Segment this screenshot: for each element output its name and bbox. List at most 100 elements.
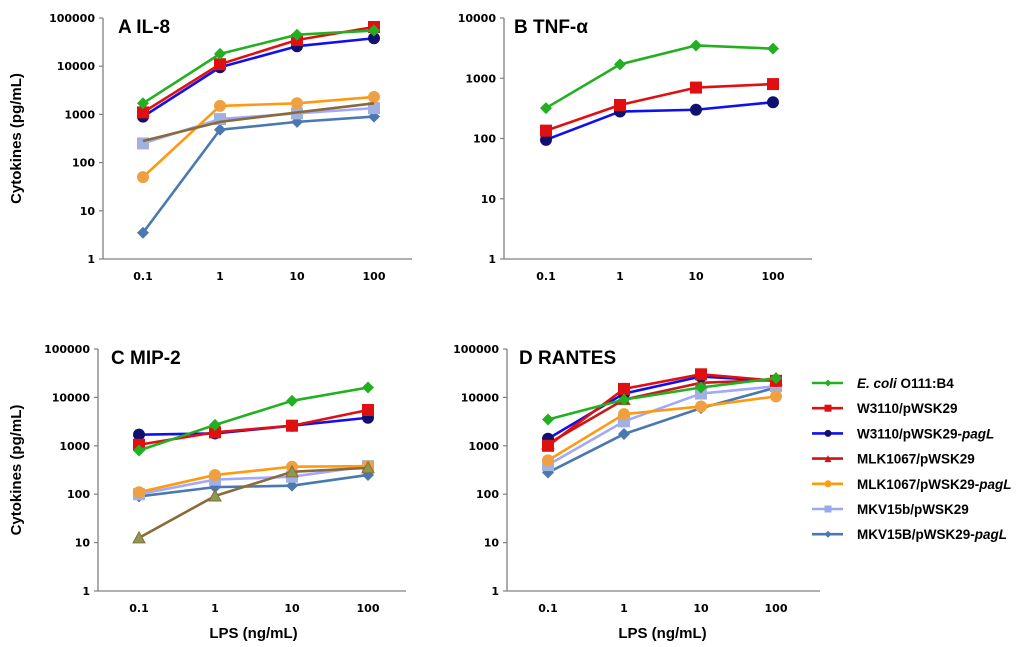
series-mkv15b-pwsk29-pagl bbox=[542, 381, 782, 479]
data-point bbox=[137, 106, 149, 119]
data-point bbox=[214, 123, 226, 136]
data-point bbox=[767, 96, 779, 109]
y-tick-label: 10 bbox=[484, 537, 500, 550]
data-point bbox=[214, 47, 226, 60]
data-point bbox=[133, 428, 145, 441]
panel-C: 1 10 100 1000 10000 100000 0.1 1 10 100 C MIP-2 Cyt… bbox=[8, 343, 406, 642]
x-tick-label: 100 bbox=[765, 602, 788, 615]
x-tick-label: 1 bbox=[620, 602, 628, 615]
legend-marker-square bbox=[824, 404, 832, 412]
x-tick-label: 10 bbox=[688, 270, 704, 283]
data-point bbox=[362, 381, 374, 394]
series-mlk1067-pwsk29 bbox=[132, 460, 375, 544]
series-line bbox=[545, 82, 774, 132]
series-line bbox=[138, 386, 369, 452]
series-line bbox=[547, 373, 777, 447]
panel-B: 1 10 100 1000 10000 0.1 1 10 100 B TNF-α bbox=[458, 12, 812, 283]
x-tick-label: 1 bbox=[211, 602, 219, 615]
series-line bbox=[138, 464, 369, 494]
panel-D: 1 10 100 1000 10000 100000 0.1 1 10 100 D RANTES LP… bbox=[453, 343, 820, 642]
legend-label: MLK1067/pWSK29 bbox=[857, 452, 975, 467]
series-e-coli-o111-b4 bbox=[540, 39, 779, 115]
x-tick-label: 0.1 bbox=[536, 270, 556, 283]
data-point bbox=[690, 81, 702, 94]
data-point bbox=[208, 488, 222, 502]
legend-item: MLK1067/pWSK29-pagL bbox=[812, 477, 1012, 492]
x-tick-label: 1 bbox=[616, 270, 624, 283]
data-point bbox=[132, 530, 146, 544]
y-tick-label: 1000 bbox=[64, 108, 95, 121]
y-tick-label: 10 bbox=[75, 537, 91, 550]
data-point bbox=[618, 393, 630, 406]
x-tick-label: 0.1 bbox=[538, 602, 558, 615]
data-point bbox=[770, 390, 782, 403]
data-point bbox=[767, 78, 779, 91]
series-line bbox=[547, 378, 777, 445]
series-line bbox=[547, 384, 777, 467]
y-tick-label: 10 bbox=[481, 193, 497, 206]
series-line bbox=[138, 464, 369, 496]
y-tick-label: 10000 bbox=[458, 12, 497, 25]
data-point bbox=[770, 372, 782, 385]
data-point bbox=[695, 400, 707, 413]
series-line bbox=[142, 95, 375, 179]
series-line bbox=[547, 376, 777, 421]
legend-marker-diamond bbox=[824, 379, 832, 387]
data-point bbox=[137, 171, 149, 184]
series-line bbox=[142, 102, 375, 143]
data-point bbox=[540, 102, 552, 115]
data-point bbox=[209, 426, 221, 439]
data-point bbox=[542, 439, 554, 452]
y-tick-label: 1000 bbox=[468, 440, 499, 453]
legend-marker-triangle bbox=[824, 455, 832, 463]
series-line bbox=[141, 115, 375, 234]
y-tick-label: 100000 bbox=[49, 12, 95, 25]
data-point bbox=[695, 368, 707, 381]
series-e-coli-o111-b4 bbox=[542, 372, 782, 426]
y-tick-label: 10000 bbox=[57, 60, 96, 73]
legend-label: W3110/pWSK29 bbox=[857, 401, 958, 416]
data-point bbox=[209, 468, 221, 481]
series-mkv15b-pwsk29-pagl bbox=[137, 110, 380, 239]
data-point bbox=[133, 486, 145, 499]
legend-marker-diamond bbox=[824, 530, 832, 538]
data-point bbox=[368, 102, 380, 115]
data-point bbox=[618, 428, 630, 441]
data-point bbox=[767, 42, 779, 55]
series-mlk1067-pwsk29 bbox=[142, 102, 375, 143]
legend-item: E. coli O111:B4 bbox=[812, 376, 954, 391]
data-point bbox=[291, 97, 303, 110]
legend-item: MKV15b/pWSK29 bbox=[812, 502, 969, 517]
series-w3110-pwsk29-pagl bbox=[137, 32, 380, 123]
data-point bbox=[214, 99, 226, 112]
x-tick-label: 100 bbox=[357, 602, 380, 615]
legend-marker-circle bbox=[824, 480, 832, 488]
y-tick-label: 100000 bbox=[44, 343, 90, 356]
legend-label: MKV15b/pWSK29 bbox=[857, 502, 969, 517]
x-tick-label: 0.1 bbox=[133, 270, 153, 283]
x-tick-label: 10 bbox=[284, 602, 300, 615]
series-line bbox=[545, 100, 774, 142]
y-tick-label: 10000 bbox=[52, 391, 91, 404]
data-point bbox=[618, 408, 630, 421]
legend-item: MLK1067/pWSK29 bbox=[812, 452, 975, 467]
data-point bbox=[690, 103, 702, 116]
data-point bbox=[614, 98, 626, 111]
data-point bbox=[618, 382, 630, 395]
data-point bbox=[695, 387, 707, 400]
y-tick-label: 1 bbox=[488, 253, 496, 266]
data-point bbox=[614, 58, 626, 71]
y-tick-label: 1000 bbox=[59, 440, 90, 453]
data-point bbox=[361, 460, 375, 474]
panel-title: A IL-8 bbox=[118, 17, 170, 38]
data-point bbox=[362, 403, 374, 416]
series-e-coli-o111-b4 bbox=[137, 24, 380, 110]
data-point bbox=[214, 58, 226, 71]
legend-label: MLK1067/pWSK29-pagL bbox=[857, 477, 1012, 492]
y-tick-label: 100 bbox=[67, 488, 90, 501]
x-tick-label: 10 bbox=[693, 602, 709, 615]
series-line bbox=[545, 44, 774, 110]
data-point bbox=[368, 24, 380, 37]
legend-item: MKV15B/pWSK29-pagL bbox=[812, 527, 1007, 542]
data-point bbox=[542, 454, 554, 467]
